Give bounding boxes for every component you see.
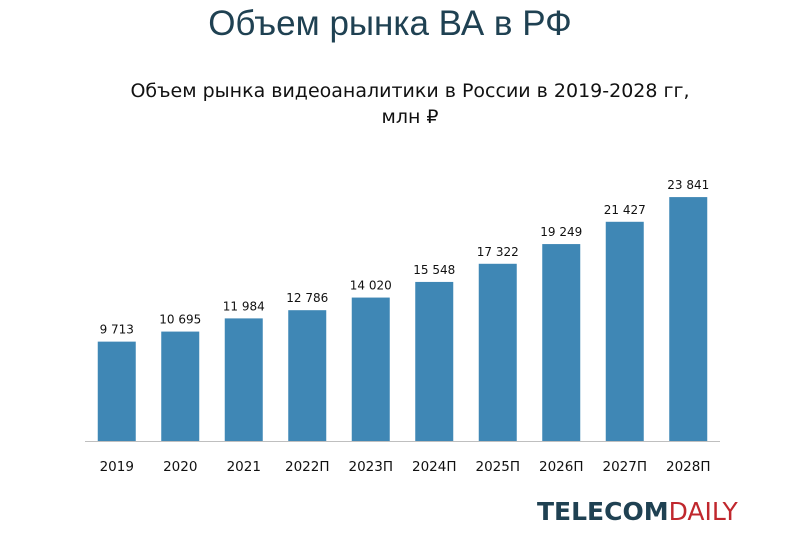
data-label-2019: 9 713 [100,323,134,337]
bar-2027П [605,221,644,441]
bar-2028П [669,197,708,441]
x-tick-label-2019: 2019 [100,459,134,475]
data-label-2023П: 14 020 [350,279,392,293]
data-label-2022П: 12 786 [286,291,328,305]
x-tick-label-2028П: 2028П [666,459,711,475]
x-tick-label-2021: 2021 [227,459,261,475]
slide-title: Объем рынка ВА в РФ [208,4,572,43]
data-label-2021: 11 984 [223,299,265,313]
x-tick-label-2027П: 2027П [602,459,647,475]
telecom-daily-logo: TELECOMDAILY [537,497,738,526]
logo-daily: DAILY [668,497,738,526]
bar-2025П [478,263,517,441]
bar-2021 [224,318,263,441]
data-label-2027П: 21 427 [604,203,646,217]
bar-2019 [97,341,136,441]
data-label-2025П: 17 322 [477,245,519,259]
bar-2023П [351,297,390,441]
x-tick-label-2020: 2020 [163,459,197,475]
data-label-2024П: 15 548 [413,263,455,277]
chart-title: Объем рынка видеоаналитики в России в 20… [90,78,730,130]
bar-2022П [288,310,327,441]
x-tick-label-2024П: 2024П [412,459,457,475]
bar-2026П [542,244,581,441]
data-label-2026П: 19 249 [540,225,582,239]
x-tick-label-2023П: 2023П [348,459,393,475]
data-label-2028П: 23 841 [667,178,709,192]
chart-title-line2: млн ₽ [381,106,439,128]
x-tick-label-2022П: 2022П [285,459,330,475]
bar-2020 [161,331,200,441]
logo-telecom: TELECOM [537,497,669,526]
x-tick-label-2025П: 2025П [475,459,520,475]
x-tick-label-2026П: 2026П [539,459,584,475]
data-label-2020: 10 695 [159,313,201,327]
chart-title-line1: Объем рынка видеоаналитики в России в 20… [130,80,690,102]
bar-2024П [415,281,454,441]
